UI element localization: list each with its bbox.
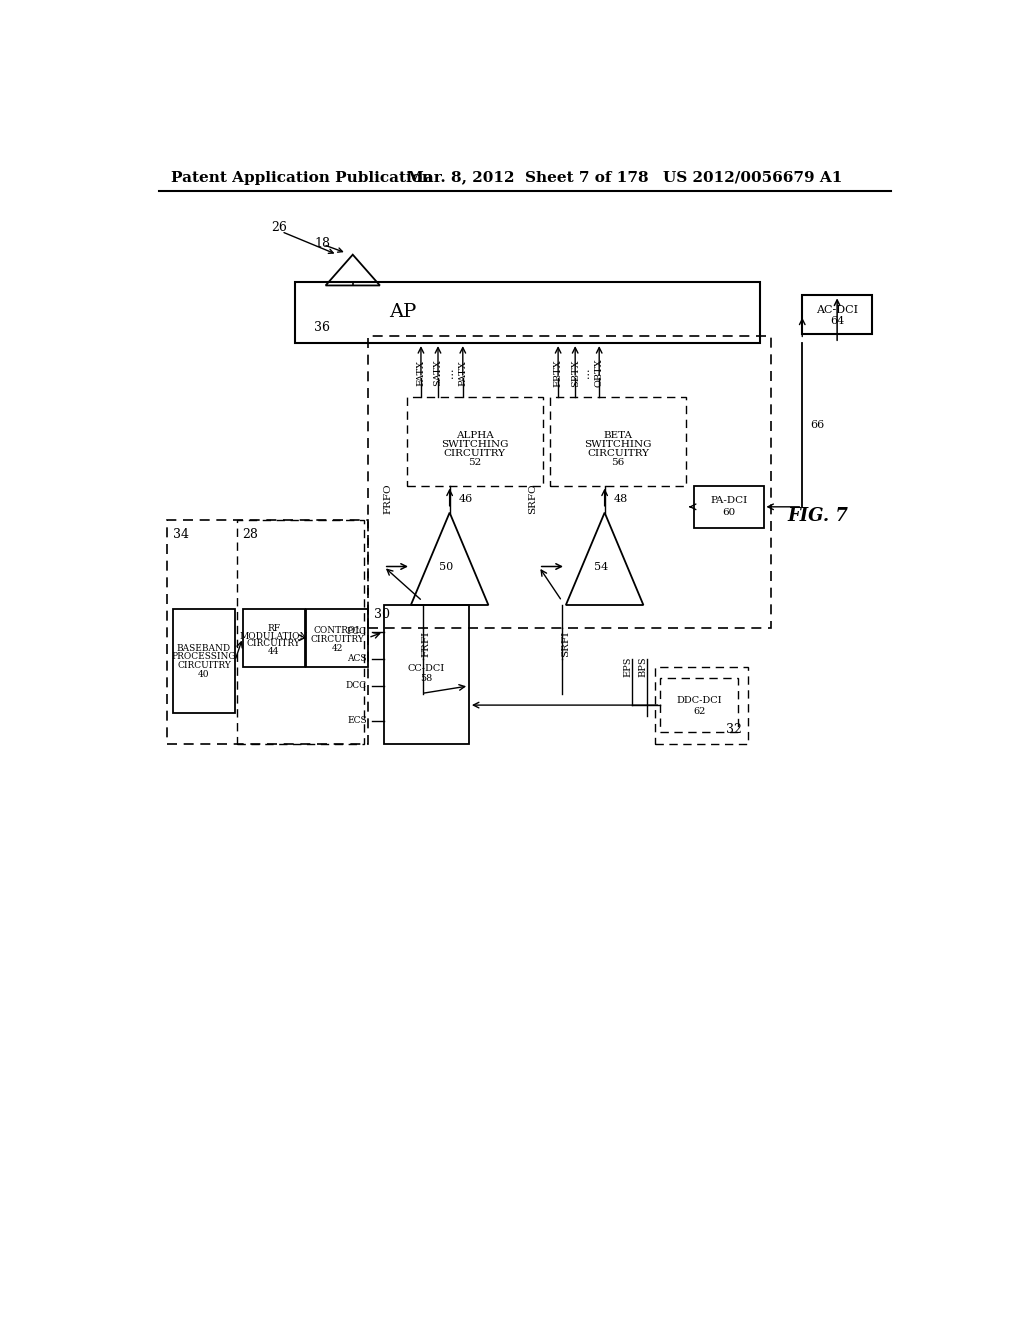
Text: ALPHA: ALPHA [456, 430, 494, 440]
Text: 60: 60 [722, 508, 735, 517]
Text: AP: AP [389, 304, 417, 321]
Text: ECS: ECS [347, 715, 367, 725]
Text: 42: 42 [332, 644, 343, 653]
Text: PCC: PCC [347, 627, 367, 636]
Text: PROCESSING: PROCESSING [172, 652, 237, 661]
Text: CIRCUITRY: CIRCUITRY [310, 635, 365, 644]
Text: 64: 64 [830, 315, 844, 326]
Bar [237, 520, 365, 743]
Bar [243, 609, 305, 667]
Text: ACS: ACS [347, 655, 367, 664]
Bar [693, 486, 764, 528]
Bar [167, 520, 369, 743]
Text: FBTX: FBTX [554, 359, 562, 387]
Text: 52: 52 [468, 458, 481, 467]
Bar [173, 609, 234, 713]
Text: SRFI: SRFI [561, 631, 570, 656]
Text: BETA: BETA [604, 430, 633, 440]
Text: ...: ... [445, 367, 456, 378]
Bar [660, 678, 738, 733]
Text: CIRCUITRY: CIRCUITRY [587, 449, 649, 458]
Text: 56: 56 [611, 458, 625, 467]
Bar [407, 397, 543, 486]
Text: RF: RF [267, 624, 281, 634]
Bar [369, 335, 771, 628]
Text: 58: 58 [420, 673, 432, 682]
Text: 30: 30 [374, 607, 390, 620]
Bar [295, 281, 760, 343]
Text: FRFO: FRFO [383, 484, 392, 515]
Bar [306, 609, 369, 667]
Bar [384, 605, 469, 743]
Text: DDC-DCI: DDC-DCI [677, 696, 722, 705]
Text: SWITCHING: SWITCHING [585, 440, 652, 449]
Text: 44: 44 [268, 647, 280, 656]
Text: 36: 36 [313, 321, 330, 334]
Text: SBTX: SBTX [570, 359, 580, 387]
Text: 46: 46 [459, 494, 473, 504]
Text: 40: 40 [199, 671, 210, 680]
Text: MODULATION: MODULATION [240, 632, 308, 640]
Text: AC-DCI: AC-DCI [816, 305, 858, 315]
Text: DCC: DCC [346, 681, 367, 690]
Text: BASEBAND: BASEBAND [177, 644, 231, 653]
Text: 48: 48 [614, 494, 628, 504]
Text: 26: 26 [271, 222, 288, 234]
Text: FIG. 7: FIG. 7 [787, 507, 848, 525]
Bar [655, 667, 748, 743]
Text: CIRCUITRY: CIRCUITRY [247, 639, 301, 648]
Text: PATX: PATX [459, 360, 467, 385]
Text: EPS: EPS [624, 656, 633, 677]
Text: SWITCHING: SWITCHING [441, 440, 509, 449]
Text: OBTX: OBTX [595, 359, 604, 387]
Text: 54: 54 [594, 561, 608, 572]
Text: ...: ... [581, 367, 591, 378]
Text: 62: 62 [693, 706, 706, 715]
Text: US 2012/0056679 A1: US 2012/0056679 A1 [663, 170, 842, 185]
Text: 34: 34 [173, 528, 188, 541]
Text: CC-DCI: CC-DCI [408, 664, 445, 673]
Text: BPS: BPS [639, 656, 648, 677]
Text: Mar. 8, 2012  Sheet 7 of 178: Mar. 8, 2012 Sheet 7 of 178 [407, 170, 648, 185]
Bar [550, 397, 686, 486]
Text: 32: 32 [726, 723, 742, 737]
Text: FRFI: FRFI [422, 631, 431, 656]
Text: 66: 66 [810, 420, 824, 430]
Bar [802, 296, 872, 334]
Text: Patent Application Publication: Patent Application Publication [171, 170, 432, 185]
Text: PA-DCI: PA-DCI [710, 496, 748, 506]
Text: SRFO: SRFO [528, 484, 537, 515]
Text: CIRCUITRY: CIRCUITRY [443, 449, 506, 458]
Text: CIRCUITRY: CIRCUITRY [177, 661, 230, 671]
Text: SATX: SATX [433, 359, 442, 387]
Text: 50: 50 [438, 561, 453, 572]
Text: CONTROL: CONTROL [313, 626, 361, 635]
Text: 28: 28 [243, 528, 258, 541]
Text: FATX: FATX [417, 360, 425, 385]
Text: 18: 18 [314, 236, 330, 249]
